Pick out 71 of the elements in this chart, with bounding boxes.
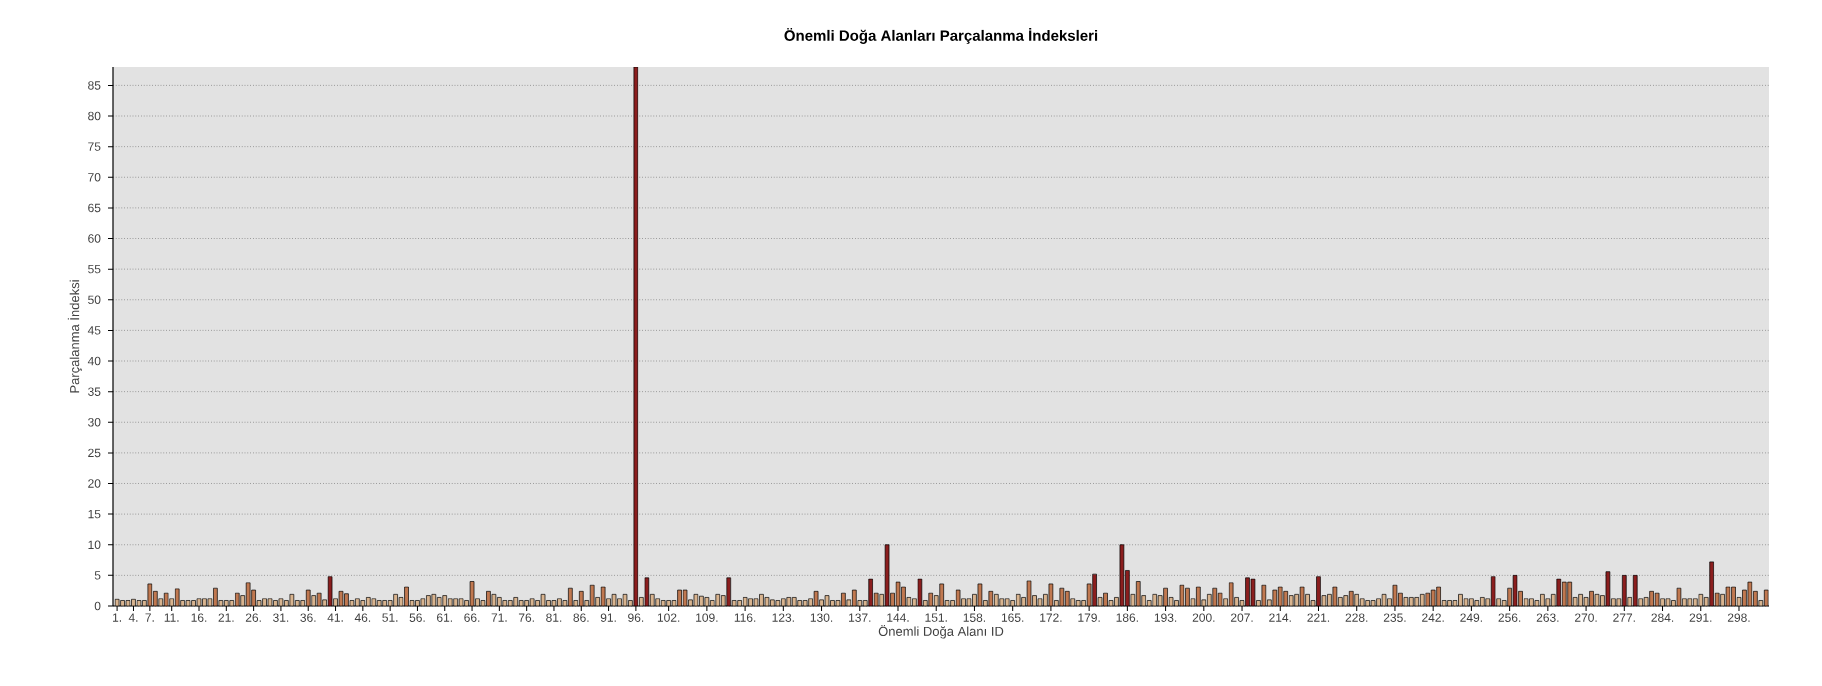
x-tick-label: 172. [1040,613,1062,622]
x-tick-label: 256. [1498,613,1521,622]
y-tick-label: 80 [88,111,101,121]
y-tick-label: 15 [88,509,101,519]
x-tick-label: 200. [1192,613,1215,622]
x-tick-label: 214. [1269,613,1291,622]
x-tick-label: 193. [1154,613,1177,622]
x-tick-label: 41. [327,613,343,622]
x-tick-label: 71. [491,613,507,622]
x-tick-label: 298. [1727,613,1750,622]
x-tick-label: 270. [1574,613,1597,622]
x-tick-label: 235. [1383,613,1406,622]
y-tick-label: 60 [88,234,101,243]
x-tick-label: 7. [145,613,154,622]
y-tick-label: 25 [88,448,101,458]
x-tick-label: 11. [164,613,179,622]
x-tick-label: 102. [657,613,680,622]
x-tick-label: 165. [1001,613,1024,622]
x-tick-label: 31. [273,613,289,622]
y-tick-label: 85 [88,81,101,90]
x-tick-label: 284. [1651,613,1674,622]
x-tick-label: 56. [409,613,425,622]
x-tick-label: 123. [772,613,794,622]
y-tick-label: 20 [88,479,101,488]
x-tick-label: 158. [963,613,986,622]
x-tick-label: 242. [1422,613,1444,622]
x-tick-label: 179. [1078,613,1100,622]
y-tick-label: 35 [88,387,101,396]
x-tick-label: 21. [218,613,234,622]
x-tick-label: 26. [245,613,261,622]
x-tick-label: 151. [925,613,947,622]
x-tick-label: 116. [734,613,756,622]
x-tick-label: 96. [628,613,644,622]
y-tick-label: 55 [88,264,101,274]
x-tick-label: 221. [1307,613,1330,622]
x-tick-label: 76. [518,613,534,622]
x-tick-label: 46. [354,613,371,622]
x-tick-label: 130. [810,613,833,622]
x-tick-label: 61. [437,613,452,622]
x-tick-label: 249. [1460,613,1482,622]
y-tick-label: 40 [87,356,101,366]
y-tick-label: 70 [88,173,101,182]
y-tick-label: 75 [88,142,101,151]
x-tick-label: 228. [1345,613,1368,622]
x-tick-label: 277. [1613,613,1635,622]
x-tick-label: 291. [1689,613,1712,622]
x-tick-label: 36. [300,613,316,622]
y-tick-label: 0 [94,601,101,611]
x-tick-label: 144. [887,613,909,622]
x-tick-label: 1. [113,613,121,622]
x-tick-label: 4. [128,613,138,622]
y-tick-label: 45 [87,326,101,335]
chart-title: Önemli Doğa Alanları Parçalanma İndeksleri [784,27,1098,44]
x-tick-label: 81. [546,613,562,622]
x-tick-label: 51. [382,613,398,622]
y-axis-title: Parçalanma İndeksi [67,280,82,393]
x-tick-label: 137. [849,613,871,622]
y-tick-label: 65 [88,203,101,213]
x-tick-label: 91. [600,613,616,622]
x-tick-label: 109. [696,613,718,622]
x-tick-label: 207. [1230,613,1253,622]
x-axis-title: Önemli Doğa Alanı ID [878,624,1004,639]
x-tick-label: 66. [464,613,480,622]
x-tick-label: 86. [573,613,589,622]
y-tick-label: 5 [94,571,101,580]
x-tick-label: 263. [1536,613,1559,622]
x-tick-label: 16. [191,613,207,622]
x-tick-label: 186. [1116,613,1138,622]
y-tick-label: 50 [88,295,101,305]
y-tick-label: 10 [88,540,101,550]
y-tick-label: 30 [88,418,101,427]
